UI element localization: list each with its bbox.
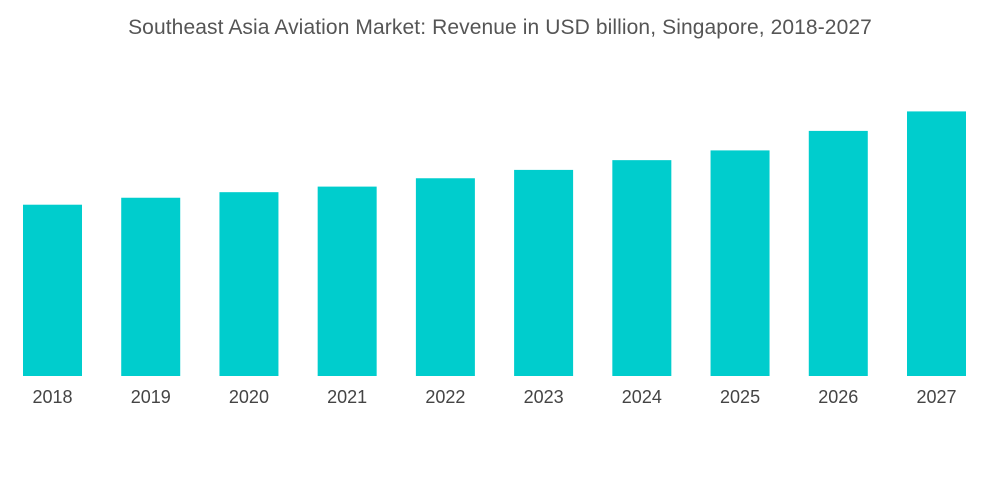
x-tick-label-2019: 2019 bbox=[131, 387, 171, 407]
x-tick-label-2021: 2021 bbox=[327, 387, 367, 407]
bar-2022 bbox=[415, 178, 475, 376]
x-tick-label-2023: 2023 bbox=[524, 387, 564, 407]
tick-labels-layer: 2018 2019 2020 2021 2022 2023 2024 2025 2026 2027 bbox=[32, 387, 956, 407]
x-tick-label-2022: 2022 bbox=[425, 387, 465, 407]
bar-2024 bbox=[612, 160, 672, 376]
chart-title: Southeast Asia Aviation Market: Revenue … bbox=[128, 16, 872, 39]
bar-2027 bbox=[907, 111, 966, 376]
bar-2023 bbox=[514, 169, 574, 376]
bar-2020 bbox=[219, 192, 279, 376]
x-tick-label-2018: 2018 bbox=[32, 387, 72, 407]
bar-2018 bbox=[23, 204, 82, 376]
bar-2026 bbox=[808, 130, 868, 376]
x-tick-label-2027: 2027 bbox=[916, 387, 956, 407]
x-tick-label-2025: 2025 bbox=[720, 387, 760, 407]
bar-2025 bbox=[710, 150, 770, 376]
x-tick-label-2020: 2020 bbox=[229, 387, 269, 407]
x-tick-label-2024: 2024 bbox=[622, 387, 662, 407]
bars-layer bbox=[23, 111, 966, 376]
bar-2021 bbox=[317, 186, 377, 376]
x-tick-label-2026: 2026 bbox=[818, 387, 858, 407]
bar-2019 bbox=[121, 197, 181, 376]
